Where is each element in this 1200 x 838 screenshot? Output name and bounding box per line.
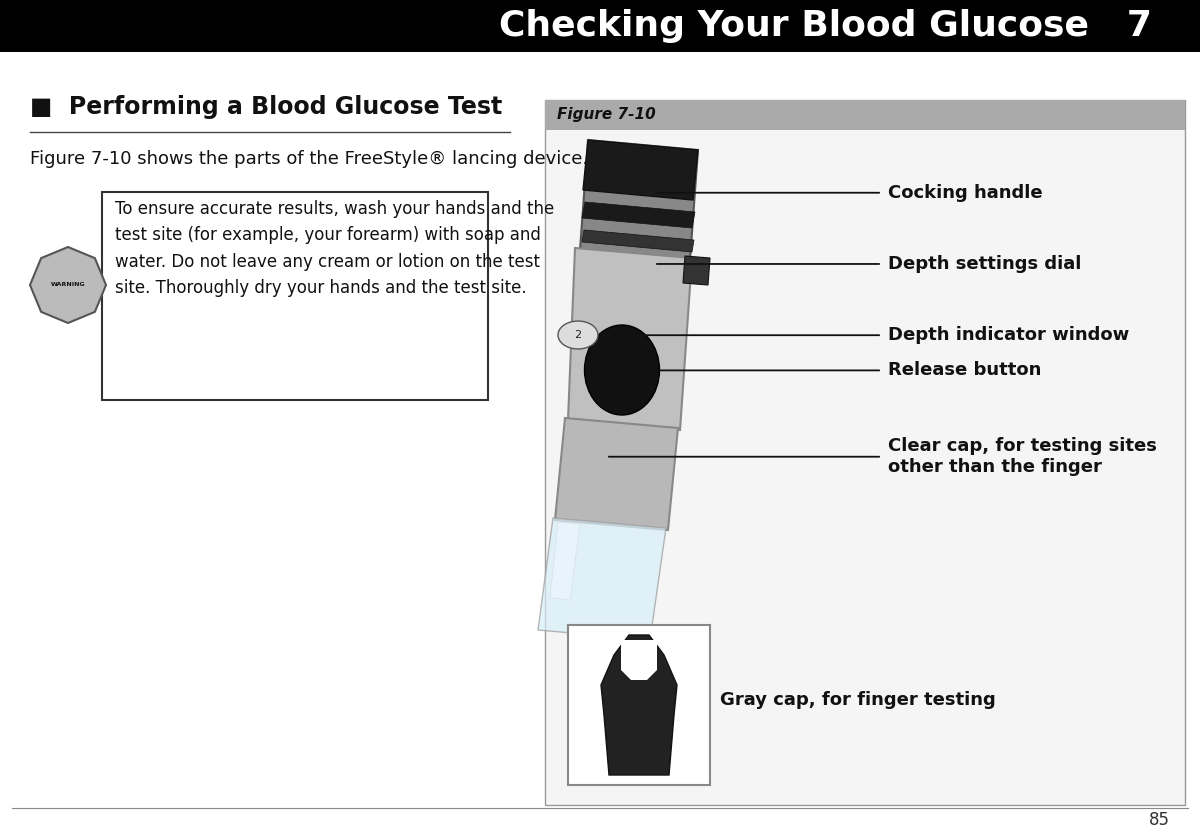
Polygon shape [582, 230, 694, 252]
Text: Gray cap, for finger testing: Gray cap, for finger testing [720, 691, 996, 709]
FancyBboxPatch shape [568, 625, 710, 785]
Polygon shape [554, 418, 678, 530]
FancyBboxPatch shape [545, 100, 1186, 805]
Text: Checking Your Blood Glucose   7: Checking Your Blood Glucose 7 [499, 9, 1152, 43]
Polygon shape [538, 518, 666, 640]
Ellipse shape [584, 325, 660, 415]
Text: 2: 2 [575, 330, 582, 340]
Circle shape [558, 321, 598, 349]
Polygon shape [583, 140, 698, 200]
FancyBboxPatch shape [0, 0, 1200, 52]
Text: Figure 7-10: Figure 7-10 [557, 107, 655, 122]
Polygon shape [580, 140, 698, 260]
Text: To ensure accurate results, wash your hands and the
test site (for example, your: To ensure accurate results, wash your ha… [115, 200, 554, 297]
Text: Figure 7-10 shows the parts of the FreeStyle® lancing device.: Figure 7-10 shows the parts of the FreeS… [30, 150, 588, 168]
FancyBboxPatch shape [545, 100, 1186, 130]
Polygon shape [582, 202, 695, 228]
Text: 85: 85 [1150, 811, 1170, 829]
Polygon shape [683, 256, 710, 285]
Text: ■  Performing a Blood Glucose Test: ■ Performing a Blood Glucose Test [30, 95, 503, 119]
Text: Release button: Release button [888, 361, 1042, 380]
Text: Clear cap, for testing sites
other than the finger: Clear cap, for testing sites other than … [888, 437, 1157, 476]
Text: Cocking handle: Cocking handle [888, 184, 1043, 202]
Polygon shape [568, 248, 692, 430]
Text: WARNING: WARNING [50, 282, 85, 287]
Text: Depth indicator window: Depth indicator window [888, 326, 1129, 344]
Polygon shape [30, 247, 106, 323]
Polygon shape [550, 522, 580, 600]
FancyBboxPatch shape [102, 192, 488, 400]
Text: Depth settings dial: Depth settings dial [888, 255, 1081, 273]
Polygon shape [622, 640, 658, 680]
Polygon shape [601, 635, 677, 775]
